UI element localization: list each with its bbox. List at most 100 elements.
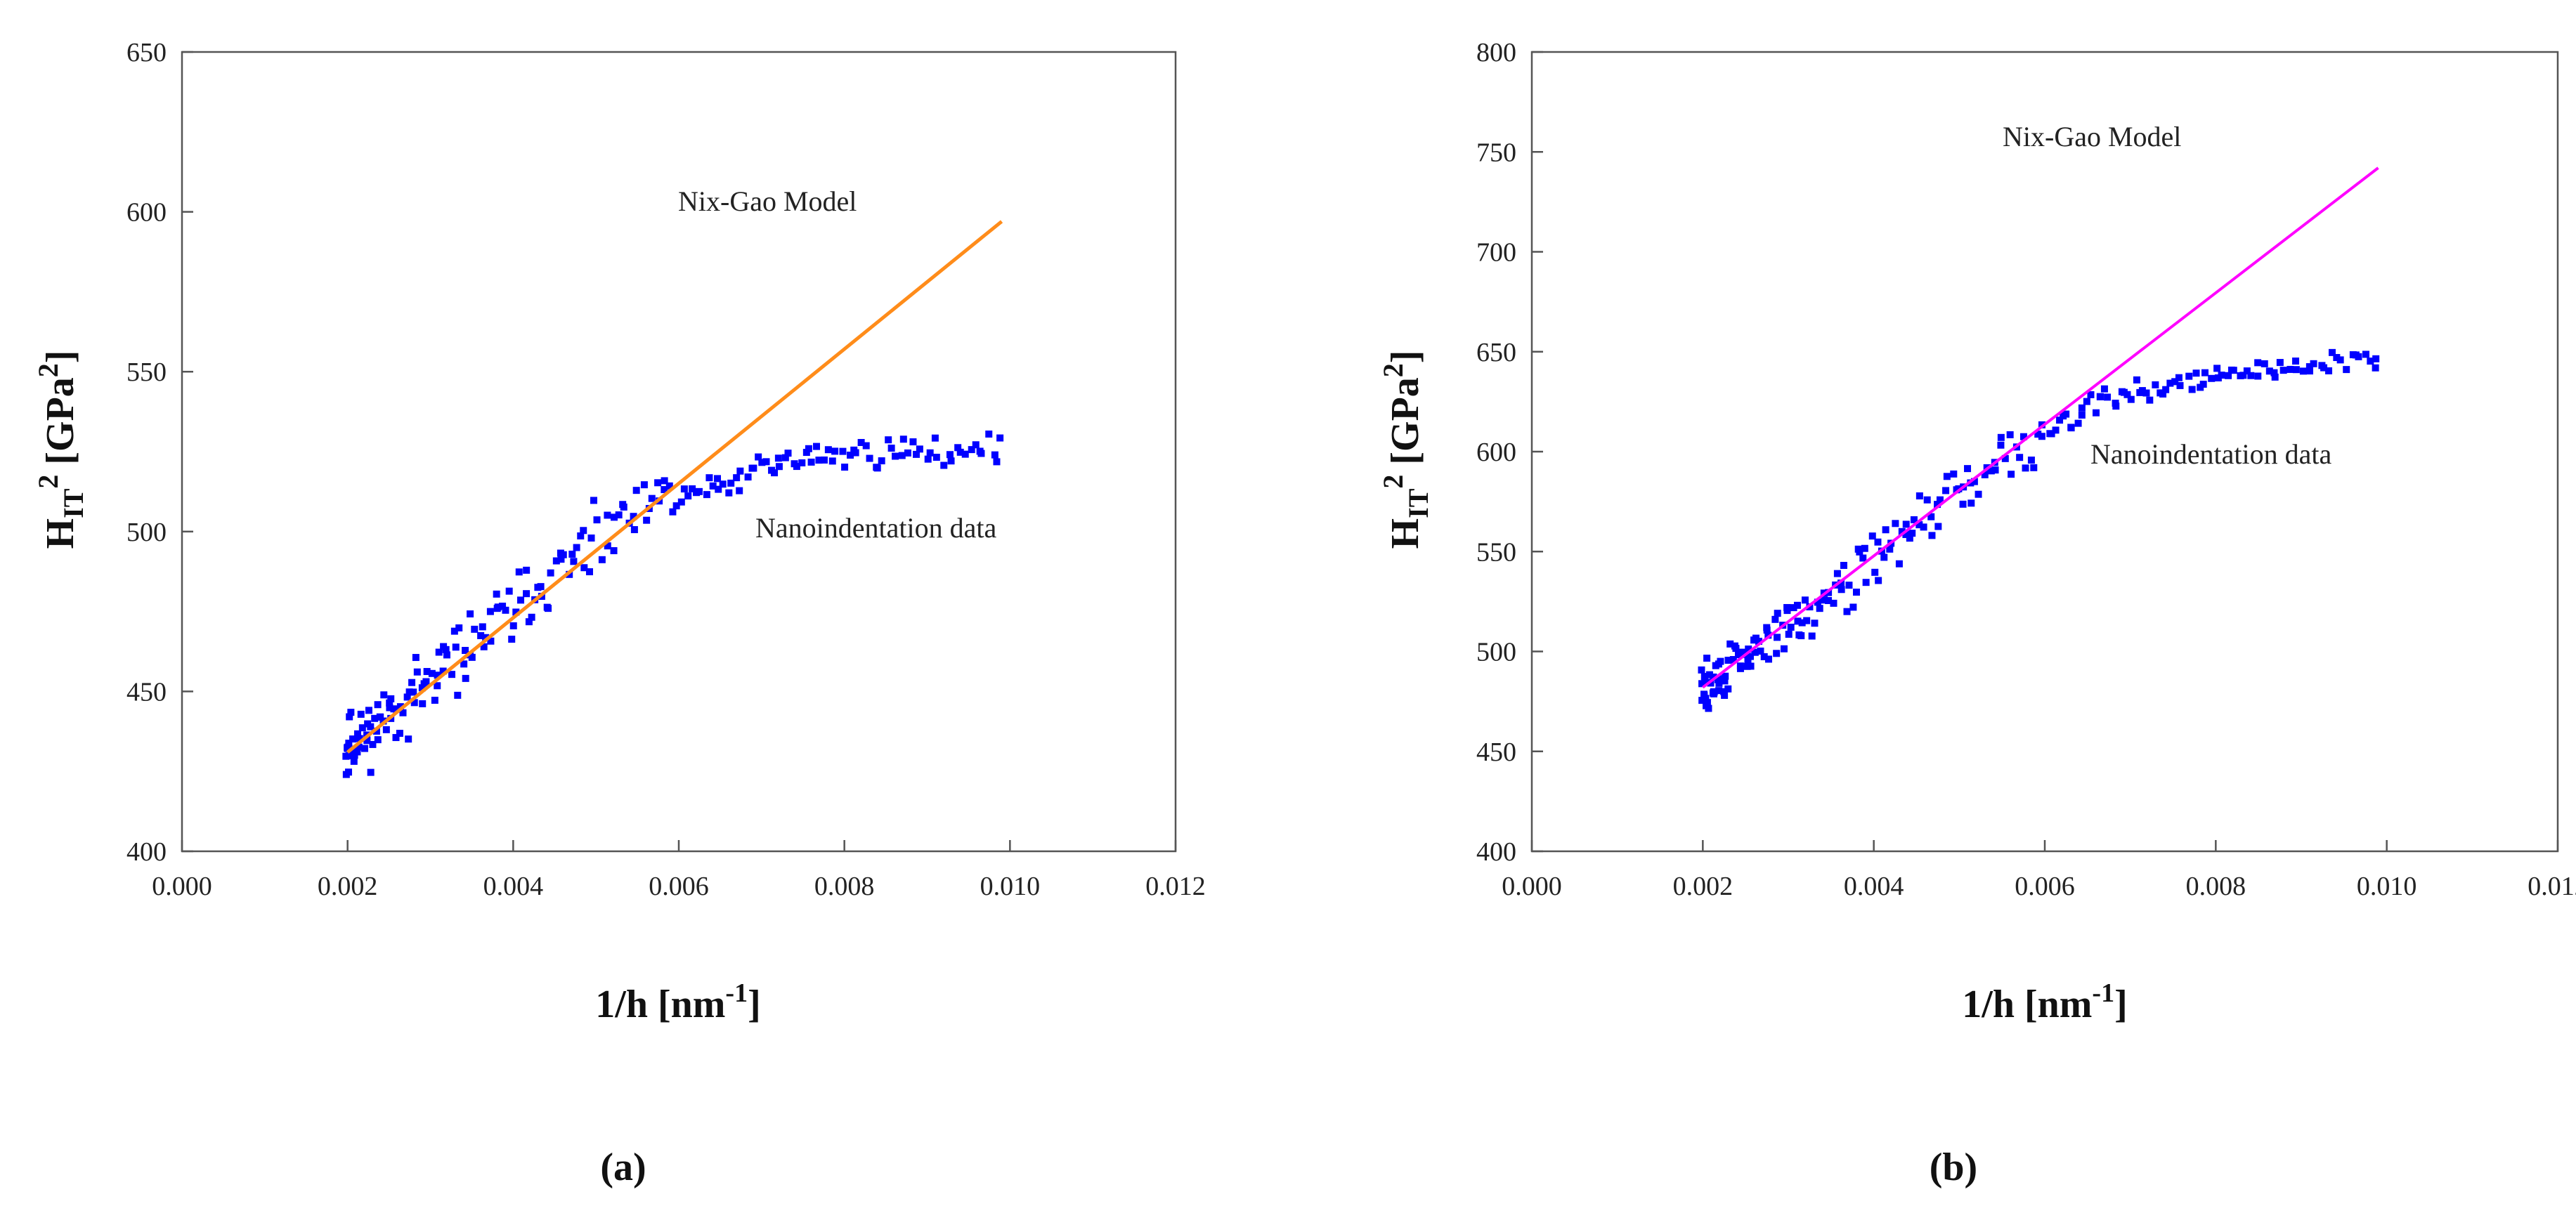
data-point: [1724, 685, 1732, 693]
data-point: [346, 713, 353, 721]
y-axis-title-b: HIT2 [GPa2]: [1377, 350, 1434, 549]
data-point: [386, 704, 393, 712]
data-point: [898, 452, 906, 459]
data-point: [410, 688, 417, 696]
data-point: [2239, 372, 2247, 379]
data-point: [2112, 402, 2120, 410]
data-point: [1950, 470, 1958, 478]
data-point: [387, 695, 395, 702]
data-point: [892, 452, 899, 460]
data-point: [1744, 656, 1752, 664]
data-point: [1886, 545, 1894, 553]
data-point: [468, 653, 476, 661]
data-point: [784, 450, 792, 457]
data-point: [1790, 604, 1797, 612]
data-point: [345, 752, 353, 760]
data-point: [367, 768, 375, 776]
data-point: [2127, 395, 2135, 403]
data-point: [1880, 553, 1888, 561]
data-point: [1710, 673, 1717, 681]
data-point: [1783, 607, 1791, 615]
data-point: [643, 516, 651, 524]
data-point: [2078, 411, 2086, 419]
x-tick-label: 0.008: [2186, 872, 2246, 901]
data-point: [1987, 467, 1995, 475]
data-point: [353, 748, 361, 756]
data-point: [878, 457, 885, 465]
data-point: [2367, 358, 2374, 365]
data-point: [344, 744, 351, 752]
data-points-a: [342, 430, 1004, 778]
data-point: [1852, 589, 1860, 596]
data-point: [684, 492, 692, 500]
data-point: [705, 474, 713, 482]
data-point: [1849, 603, 1857, 611]
data-point: [422, 678, 430, 686]
data-point: [841, 464, 849, 471]
data-point: [374, 736, 382, 744]
data-point: [899, 435, 907, 443]
data-point: [661, 477, 668, 485]
data-point: [2310, 360, 2317, 367]
x-tick-label: 0.000: [152, 872, 212, 901]
data-point: [1816, 605, 1823, 612]
axis-ticks-a: 0.000 0.002 0.004 0.006 0.008 0.010 0.012 400 45…: [126, 38, 1206, 901]
data-point: [1936, 496, 1944, 504]
data-point: [371, 714, 379, 722]
data-point: [434, 671, 441, 679]
data-point: [916, 445, 923, 453]
data-point: [1821, 596, 1828, 604]
data-point: [396, 730, 403, 738]
data-point: [2104, 393, 2112, 401]
data-point: [610, 513, 618, 521]
data-point: [996, 434, 1004, 442]
data-point: [993, 458, 1001, 466]
y-tick-label: 500: [1476, 638, 1516, 667]
data-point: [2062, 410, 2070, 418]
data-point: [573, 544, 580, 551]
data-point: [2166, 379, 2174, 387]
data-point: [793, 463, 800, 471]
x-tick-label: 0.008: [814, 872, 875, 901]
data-point: [450, 627, 458, 635]
data-point: [758, 459, 766, 466]
data-point: [802, 449, 810, 457]
data-point: [448, 671, 456, 679]
data-point: [736, 487, 743, 494]
data-point: [669, 508, 677, 516]
data-point: [1765, 655, 1773, 663]
data-point: [1757, 647, 1764, 655]
data-point: [733, 474, 741, 482]
data-point: [442, 645, 450, 653]
data-point: [661, 486, 668, 494]
data-point: [419, 700, 427, 707]
data-point: [1825, 597, 1833, 605]
data-point: [2001, 454, 2009, 462]
data-point: [1902, 531, 1910, 539]
data-point: [1705, 704, 1712, 712]
data-point: [454, 691, 462, 699]
data-point: [399, 709, 407, 716]
data-point: [486, 608, 494, 615]
data-point: [1902, 520, 1910, 528]
data-point: [1742, 649, 1750, 657]
data-label-b: Nanoindentation data: [2090, 438, 2331, 470]
data-point: [405, 688, 413, 696]
data-point: [1895, 560, 1903, 568]
data-point: [480, 643, 488, 650]
data-point: [926, 449, 934, 457]
data-point: [632, 487, 640, 494]
data-point: [428, 669, 436, 677]
data-point: [771, 469, 779, 477]
data-point: [512, 608, 520, 616]
data-point: [382, 726, 390, 733]
data-point: [1934, 501, 1941, 509]
x-tick-label: 0.012: [1145, 872, 1206, 901]
data-point: [1801, 596, 1809, 604]
x-tick-label: 0.004: [483, 872, 544, 901]
data-point: [2171, 378, 2179, 386]
data-point: [1898, 527, 1906, 535]
data-point: [940, 461, 948, 469]
data-point: [2188, 386, 2196, 393]
data-point: [423, 668, 431, 676]
